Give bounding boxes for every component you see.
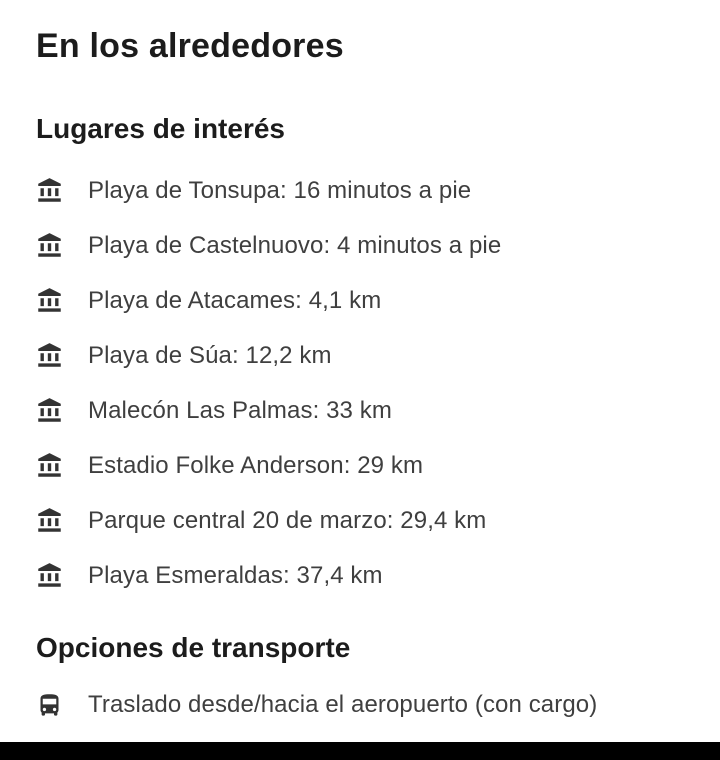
list-item: Malecón Las Palmas: 33 km <box>36 394 690 428</box>
poi-item-label: Playa de Tonsupa: 16 minutos a pie <box>88 176 472 204</box>
list-item: Playa de Atacames: 4,1 km <box>36 284 690 318</box>
transport-item-label: Traslado desde/hacia el aeropuerto (con … <box>88 691 598 719</box>
museum-icon <box>36 342 63 369</box>
poi-item-label: Malecón Las Palmas: 33 km <box>88 396 392 424</box>
museum-icon <box>36 452 63 479</box>
list-item: Parque central 20 de marzo: 29,4 km <box>36 504 690 538</box>
poi-item-label: Estadio Folke Anderson: 29 km <box>88 451 424 479</box>
poi-item-label: Playa de Atacames: 4,1 km <box>88 286 382 314</box>
poi-item-label: Playa de Castelnuovo: 4 minutos a pie <box>88 231 502 259</box>
museum-icon <box>36 507 63 534</box>
museum-icon <box>36 562 63 589</box>
list-item: Playa Esmeraldas: 37,4 km <box>36 559 690 593</box>
places-of-interest-heading: Lugares de interés <box>36 113 285 145</box>
bottom-bar <box>0 742 720 760</box>
surroundings-section: En los alrededores Lugares de interés Pl… <box>36 27 690 722</box>
museum-icon <box>36 232 63 259</box>
list-item: Playa de Castelnuovo: 4 minutos a pie <box>36 229 690 263</box>
museum-icon <box>36 177 63 204</box>
page-title: En los alrededores <box>36 27 344 65</box>
transport-options-heading: Opciones de transporte <box>36 631 351 663</box>
poi-item-label: Playa de Súa: 12,2 km <box>88 341 332 369</box>
poi-item-label: Parque central 20 de marzo: 29,4 km <box>88 506 487 534</box>
museum-icon <box>36 287 63 314</box>
list-item: Traslado desde/hacia el aeropuerto (con … <box>36 688 690 722</box>
bus-icon <box>36 692 63 719</box>
list-item: Playa de Súa: 12,2 km <box>36 339 690 373</box>
list-item: Playa de Tonsupa: 16 minutos a pie <box>36 174 690 208</box>
museum-icon <box>36 397 63 424</box>
list-item: Estadio Folke Anderson: 29 km <box>36 449 690 483</box>
poi-item-label: Playa Esmeraldas: 37,4 km <box>88 561 383 589</box>
